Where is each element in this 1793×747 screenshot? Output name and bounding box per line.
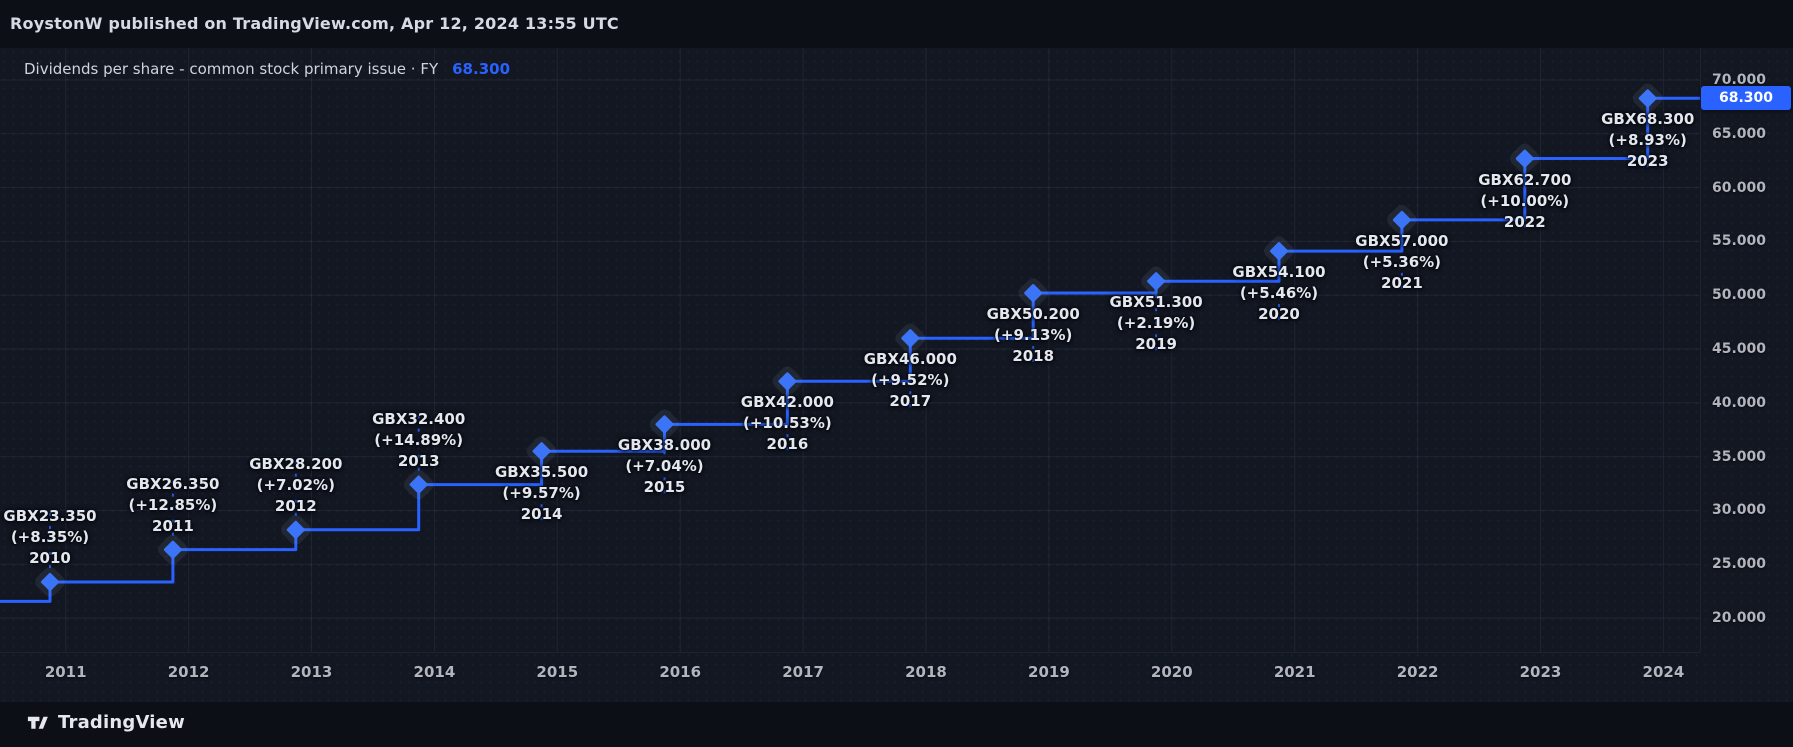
series-last-value: 68.300 <box>452 60 511 78</box>
chart-panel[interactable] <box>0 48 1793 702</box>
last-price-badge: 68.300 <box>1701 86 1791 111</box>
data-point-marker[interactable] <box>1638 89 1657 108</box>
bottom-bar <box>0 702 1793 747</box>
data-point-marker[interactable] <box>1392 210 1411 229</box>
data-point-marker[interactable] <box>163 540 182 559</box>
tradingview-logo[interactable]: TradingView <box>26 708 185 736</box>
data-point-marker[interactable] <box>409 475 428 494</box>
dividend-step-line <box>0 96 1700 603</box>
data-point-marker[interactable] <box>1515 149 1534 168</box>
plot-bottom-separator <box>0 652 1700 653</box>
data-point-marker[interactable] <box>778 372 797 391</box>
series-title-row[interactable]: Dividends per share - common stock prima… <box>24 60 510 78</box>
data-point-marker[interactable] <box>1024 283 1043 303</box>
price-axis-separator <box>1700 48 1701 652</box>
series-title: Dividends per share - common stock prima… <box>24 60 439 78</box>
data-point-marker[interactable] <box>1146 272 1166 291</box>
data-point-marker[interactable] <box>286 520 305 539</box>
data-point-marker[interactable] <box>40 572 59 591</box>
data-point-marker[interactable] <box>901 329 920 348</box>
data-point-marker[interactable] <box>1269 241 1288 261</box>
publish-bar: RoystonW published on TradingView.com, A… <box>0 0 1793 48</box>
data-point-marker[interactable] <box>655 415 674 434</box>
publish-text: RoystonW published on TradingView.com, A… <box>10 14 619 33</box>
data-point-marker[interactable] <box>532 442 551 461</box>
tradingview-mark-icon <box>27 716 48 729</box>
tradingview-brand-text: TradingView <box>58 711 185 733</box>
